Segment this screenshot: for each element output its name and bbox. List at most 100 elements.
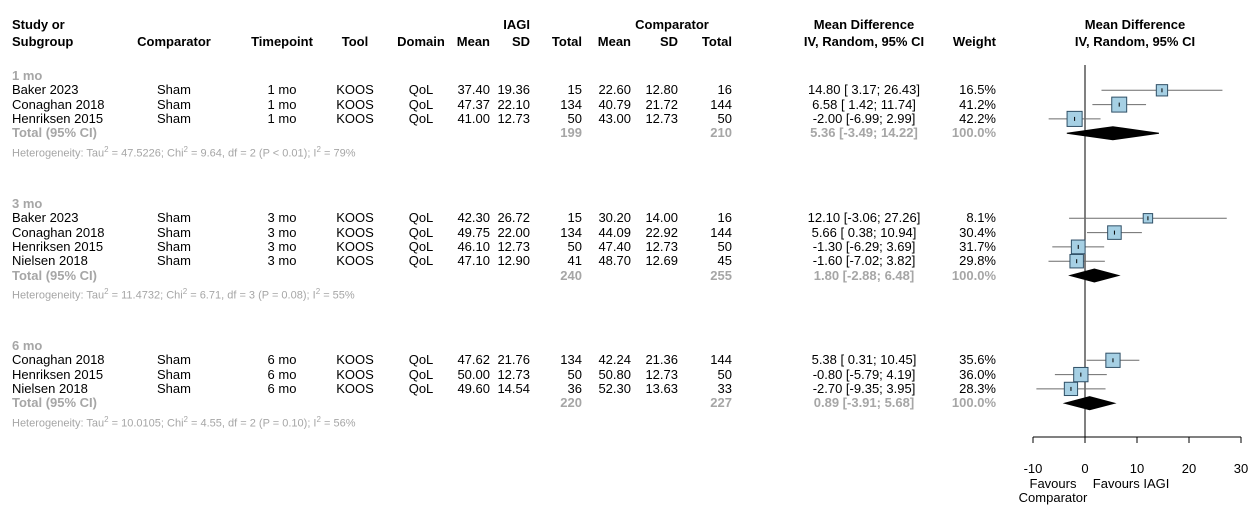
comparator-cell: Sham [157, 253, 191, 269]
total-iagi-n: 240 [560, 267, 582, 283]
comparator-mean-cell: 22.60 [598, 82, 631, 98]
timepoint-cell: 6 mo [267, 380, 297, 396]
heterogeneity-text: = 55% [320, 289, 355, 302]
iagi-total-cell: 134 [560, 352, 582, 368]
comparator-total-cell: 144 [710, 224, 732, 240]
domain-cell: QoL [408, 238, 434, 254]
comparator-cell: Sham [157, 210, 191, 226]
header-domain: Domain [397, 34, 445, 49]
iagi-sd-cell: 26.72 [497, 210, 530, 226]
iagi-sd-cell: 12.73 [497, 110, 530, 126]
comparator-cell: Sham [157, 352, 191, 368]
total-comparator-n: 255 [710, 267, 732, 283]
domain-cell: QoL [408, 366, 434, 382]
domain-cell: QoL [408, 110, 434, 126]
comparator-total-cell: 16 [717, 210, 732, 226]
header-md-line1: Mean Difference [813, 17, 915, 32]
superscript-2: 2 [316, 144, 321, 154]
iagi-total-cell: 50 [567, 366, 582, 382]
tool-cell: KOOS [336, 224, 374, 240]
domain-cell: QoL [408, 96, 434, 112]
iagi-mean-cell: 37.40 [457, 82, 490, 98]
study-name: Henriksen 2015 [12, 366, 104, 382]
weight-cell: 36.0% [959, 366, 996, 382]
weight-cell: 8.1% [966, 210, 996, 226]
total-iagi-n: 199 [560, 125, 582, 141]
heterogeneity-text: = 56% [320, 417, 356, 430]
comparator-mean-cell: 52.30 [598, 380, 631, 396]
header-iagi-group: IAGI [503, 17, 530, 32]
heterogeneity-text: = 6.71, df = 3 (P = 0.08); I [187, 289, 316, 302]
heterogeneity-stats: Heterogeneity: Tau2 = 47.5226; Chi2 = 9.… [12, 142, 356, 162]
iagi-mean-cell: 50.00 [457, 366, 490, 382]
heterogeneity-stats: Heterogeneity: Tau2 = 11.4732; Chi2 = 6.… [12, 284, 355, 304]
pooled-effect-diamond [1062, 396, 1117, 411]
iagi-mean-cell: 47.10 [457, 253, 490, 269]
superscript-2: 2 [104, 144, 109, 154]
weight-cell: 31.7% [959, 238, 996, 254]
heterogeneity-text: = 9.64, df = 2 (P < 0.01); I [187, 147, 317, 160]
heterogeneity-text: Heterogeneity: Tau [12, 289, 105, 302]
timepoint-cell: 6 mo [267, 366, 297, 382]
weight-cell: 28.3% [959, 380, 996, 396]
tool-cell: KOOS [336, 210, 374, 226]
study-name: Nielsen 2018 [12, 380, 88, 396]
study-name: Conaghan 2018 [12, 96, 105, 112]
x-axis-tick-label: 30 [1233, 461, 1249, 476]
favours-comparator-label-line1: Favours [1029, 476, 1077, 491]
mean-difference-ci-cell: -1.60 [-7.02; 3.82] [812, 253, 916, 269]
iagi-sd-cell: 22.00 [497, 224, 530, 240]
heterogeneity-stats: Heterogeneity: Tau2 = 10.0105; Chi2 = 4.… [12, 412, 356, 432]
comparator-mean-cell: 47.40 [598, 238, 631, 254]
iagi-mean-cell: 42.30 [457, 210, 490, 226]
weight-cell: 29.8% [959, 253, 996, 269]
comparator-sd-cell: 12.73 [645, 110, 678, 126]
domain-cell: QoL [408, 352, 434, 368]
comparator-sd-cell: 12.73 [645, 238, 678, 254]
domain-cell: QoL [408, 380, 434, 396]
heterogeneity-text: Heterogeneity: Tau [12, 417, 105, 430]
x-axis-tick-label: 0 [1081, 461, 1089, 476]
mean-difference-ci-cell: -2.70 [-9.35; 3.95] [812, 380, 916, 396]
iagi-mean-cell: 49.75 [457, 224, 490, 240]
iagi-total-cell: 41 [567, 253, 582, 269]
timepoint-cell: 6 mo [267, 352, 297, 368]
total-weight-cell: 100.0% [951, 125, 996, 141]
iagi-sd-cell: 21.76 [497, 352, 530, 368]
mean-difference-ci-cell: 5.66 [ 0.38; 10.94] [811, 224, 917, 240]
iagi-sd-cell: 19.36 [497, 82, 530, 98]
timepoint-cell: 1 mo [267, 82, 297, 98]
mean-difference-ci-cell: 14.80 [ 3.17; 26.43] [807, 82, 921, 98]
comparator-mean-cell: 48.70 [598, 253, 631, 269]
header-study-line1: Study or [12, 17, 65, 32]
comparator-cell: Sham [157, 224, 191, 240]
header-total: Total [551, 34, 582, 49]
header-comparator-mean: Mean [597, 34, 631, 49]
header-comparator: Comparator [137, 34, 211, 49]
comparator-total-cell: 50 [717, 238, 732, 254]
pooled-effect-diamond [1068, 268, 1121, 283]
mean-difference-ci-cell: 6.58 [ 1.42; 11.74] [812, 96, 916, 112]
weight-cell: 35.6% [959, 352, 996, 368]
weight-cell: 41.2% [959, 96, 996, 112]
header-sd: SD [511, 34, 530, 49]
tool-cell: KOOS [336, 238, 374, 254]
weight-cell: 30.4% [959, 224, 996, 240]
iagi-mean-cell: 46.10 [457, 238, 490, 254]
heterogeneity-text: Heterogeneity: Tau [12, 147, 105, 160]
comparator-sd-cell: 13.63 [645, 380, 678, 396]
heterogeneity-text: = 79% [320, 147, 356, 160]
header-plot-line2: IV, Random, 95% CI [1074, 34, 1196, 49]
comparator-total-cell: 33 [717, 380, 732, 396]
header-comparator-total: Total [701, 34, 732, 49]
heterogeneity-text: = 47.5226; Chi [108, 147, 184, 160]
comparator-cell: Sham [157, 82, 191, 98]
comparator-mean-cell: 44.09 [598, 224, 631, 240]
comparator-total-cell: 16 [717, 82, 732, 98]
comparator-sd-cell: 22.92 [645, 224, 678, 240]
timepoint-cell: 1 mo [267, 96, 297, 112]
timepoint-cell: 3 mo [267, 224, 297, 240]
header-mean: Mean [456, 34, 490, 49]
header-weight: Weight [952, 34, 996, 49]
